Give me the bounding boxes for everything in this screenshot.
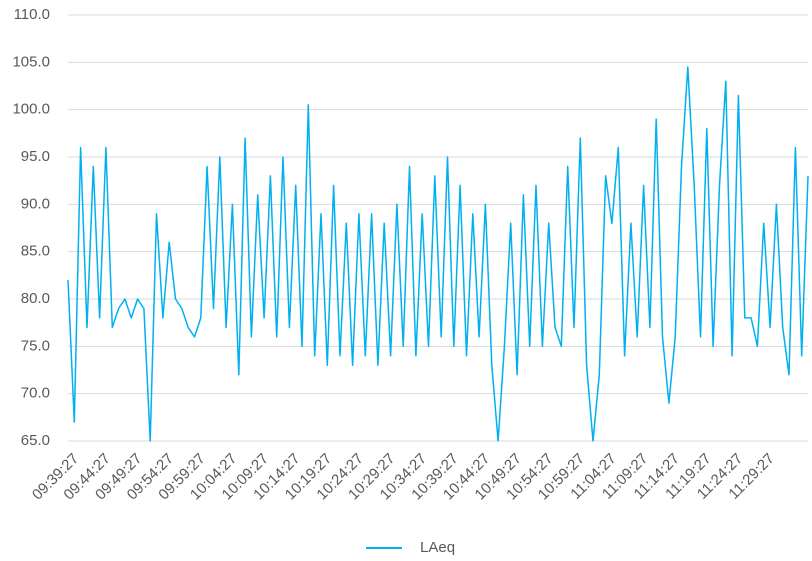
y-tick-label: 90.0 [21, 195, 50, 212]
legend-label: LAeq [420, 539, 455, 556]
y-tick-label: 100.0 [12, 101, 50, 118]
y-tick-label: 75.0 [21, 337, 50, 354]
y-tick-label: 95.0 [21, 148, 50, 165]
data-line [67, 66, 809, 442]
y-tick-label: 70.0 [21, 385, 50, 402]
y-tick-label: 85.0 [21, 243, 50, 260]
y-tick-label: 65.0 [21, 432, 50, 449]
y-tick-label: 110.0 [14, 6, 50, 23]
y-tick-label: 105.0 [12, 53, 50, 70]
y-tick-label: 80.0 [21, 290, 50, 307]
